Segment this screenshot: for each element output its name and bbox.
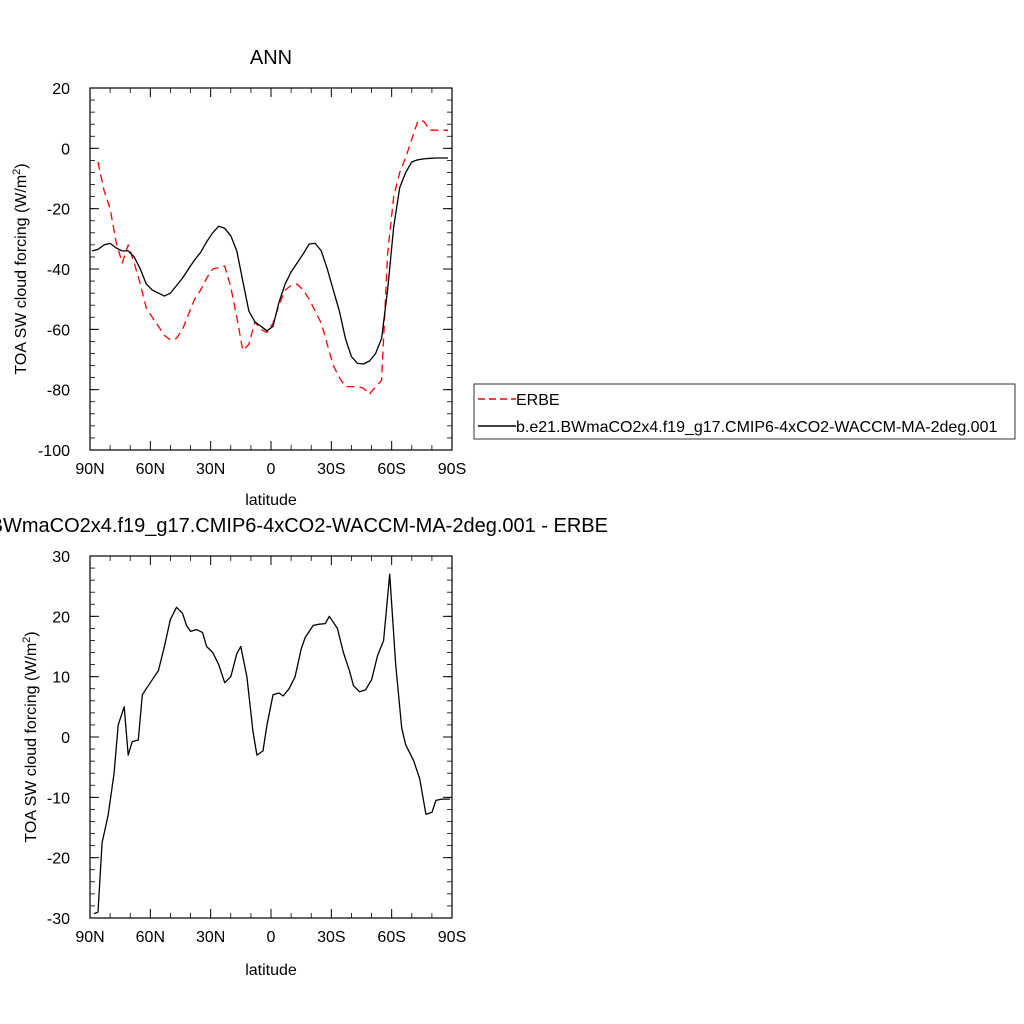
y-tick-label: 0 — [61, 141, 70, 158]
y-axis-label: TOA SW cloud forcing (W/m2) — [11, 163, 30, 374]
y-tick-label: 20 — [52, 81, 70, 98]
x-tick-label: 30S — [317, 461, 345, 478]
y-axis-label: TOA SW cloud forcing (W/m2) — [21, 631, 40, 842]
legend-box — [473, 383, 1016, 440]
legend: ERBE b.e21.BWmaCO2x4.f19_g17.CMIP6-4xCO2… — [473, 383, 1016, 440]
series-lines — [93, 573, 450, 915]
y-tick-label: -20 — [47, 851, 70, 868]
y-axis-label-superscript: 2 — [11, 169, 23, 175]
chart-title: b.e21.BWmaCO2x4.f19_g17.CMIP6-4xCO2-WACC… — [0, 515, 608, 537]
y-axis-label-close: ) — [23, 631, 40, 636]
y-axis-label-text: TOA SW cloud forcing (W/m — [23, 643, 40, 843]
legend-label-model: b.e21.BWmaCO2x4.f19_g17.CMIP6-4xCO2-WACC… — [516, 419, 997, 436]
y-tick-label: 0 — [61, 730, 70, 747]
x-tick-label: 90S — [438, 929, 466, 946]
x-tick-label: 60N — [136, 461, 165, 478]
y-tick-label: 10 — [52, 670, 70, 687]
x-tick-label: 30N — [196, 461, 225, 478]
y-axis-label-superscript: 2 — [21, 637, 33, 643]
bottom-chart: b.e21.BWmaCO2x4.f19_g17.CMIP6-4xCO2-WACC… — [0, 515, 608, 979]
chart-title: ANN — [250, 47, 292, 69]
y-tick-label: -20 — [47, 202, 70, 219]
y-tick-label: 30 — [52, 549, 70, 566]
axis-ticks: 90N 60N 30N 0 30S 60S 90S 20 0 -20 -40 -60 -80 -100 — [38, 81, 466, 478]
x-tick-label: 90S — [438, 461, 466, 478]
x-axis-label: latitude — [245, 962, 297, 979]
x-tick-label: 0 — [267, 929, 276, 946]
x-tick-label: 60S — [377, 929, 405, 946]
y-tick-label: 20 — [52, 609, 70, 626]
x-tick-label: 90N — [75, 929, 104, 946]
series-line-erbe — [97, 120, 448, 395]
series-line-model — [93, 573, 450, 915]
legend-label-erbe: ERBE — [516, 392, 560, 409]
y-tick-label: -40 — [47, 262, 70, 279]
y-axis-label-close: ) — [13, 163, 30, 168]
x-tick-label: 60N — [136, 929, 165, 946]
x-tick-label: 30N — [196, 929, 225, 946]
y-tick-label: -60 — [47, 322, 70, 339]
axis-ticks: 90N 60N 30N 0 30S 60S 90S 30 20 10 0 -10 -20 -30 — [47, 549, 466, 946]
top-chart: ANN 90N 60N 30N 0 30S 60S 90S 20 0 -20 -40 -60 -80 -1… — [11, 47, 1016, 509]
plot-frame — [89, 87, 453, 451]
series-lines — [91, 120, 448, 395]
series-line-model — [91, 157, 448, 365]
plot-frame — [89, 555, 453, 919]
x-tick-label: 0 — [267, 461, 276, 478]
x-tick-label: 30S — [317, 929, 345, 946]
x-tick-label: 90N — [75, 461, 104, 478]
y-tick-label: -80 — [47, 383, 70, 400]
y-tick-label: -30 — [47, 911, 70, 928]
x-tick-label: 60S — [377, 461, 405, 478]
y-axis-label-text: TOA SW cloud forcing (W/m — [13, 175, 30, 375]
x-axis-label: latitude — [245, 492, 297, 509]
y-tick-label: -100 — [38, 443, 70, 460]
y-tick-label: -10 — [47, 790, 70, 807]
